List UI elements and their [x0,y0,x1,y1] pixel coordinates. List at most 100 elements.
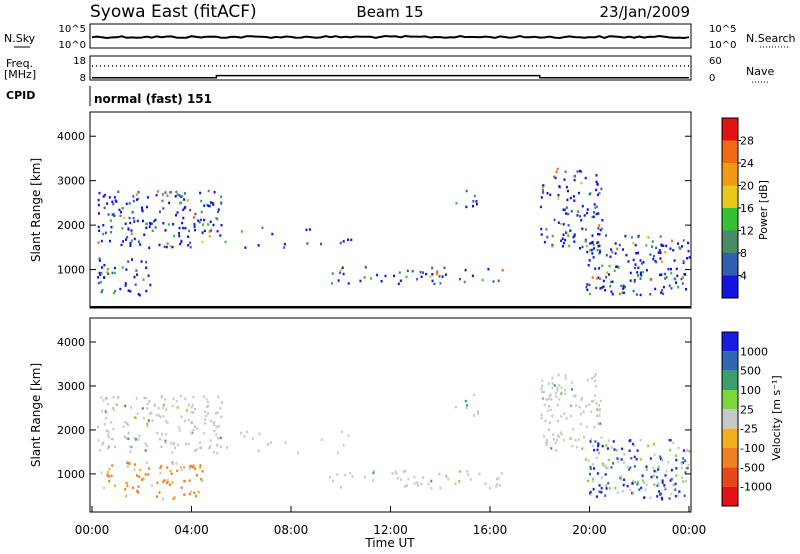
velocity-point [166,481,169,484]
power-point [399,279,402,282]
power-point [642,261,645,264]
velocity-point [669,479,672,482]
velocity-point [626,465,629,469]
power-point [193,216,195,219]
velocity-point [613,448,616,451]
velocity-point [598,490,601,493]
velocity-point [180,415,183,418]
power-point [542,191,545,194]
velocity-point [166,466,169,469]
velocity-point [136,474,138,477]
velocity-point [672,441,675,445]
freq-tick-bottom: 8 [80,73,86,84]
velocity-point [675,467,678,470]
power-point [257,244,260,247]
power-colorbar-segment [722,208,738,231]
power-point [567,224,570,227]
power-point [217,208,220,211]
power-point [261,226,264,230]
velocity-colorbar-segment [722,486,738,506]
power-point [184,226,187,230]
velocity-point [670,468,673,472]
velocity-point [144,442,147,445]
power-point [605,254,608,257]
velocity-point [133,468,136,472]
power-point [210,201,212,204]
power-point [605,234,607,237]
power-point [497,279,500,282]
power-point [436,272,439,275]
freq-panel: Freq. [MHz] 18 8 60 0 Nave [4,55,774,84]
velocity-point [684,459,687,462]
velocity-point [129,406,132,409]
velocity-point [540,390,543,394]
power-colorbar-segment [722,140,738,163]
power-point [632,258,635,262]
velocity-point [159,415,162,419]
velocity-point [641,479,644,482]
power-point [565,185,568,189]
velocity-point [157,407,160,410]
velocity-point [604,494,607,497]
velocity-point [639,438,642,442]
velocity-point [430,479,433,483]
velocity-point [616,491,619,494]
velocity-ytick-label: 2000 [57,424,85,437]
power-point [549,193,552,196]
velocity-point [582,410,585,413]
velocity-point [267,443,270,446]
velocity-point [466,404,468,407]
power-point [436,270,439,273]
power-point [632,289,635,293]
power-point [97,281,100,285]
power-point [609,285,612,288]
power-point [577,210,580,213]
power-ytick-label: 4000 [57,130,85,143]
velocity-point [557,419,559,423]
power-point [586,250,589,254]
velocity-point [669,448,672,452]
power-point [653,254,655,258]
velocity-point [634,480,637,484]
power-colorbar-label: Power [dB] [757,180,770,240]
velocity-point [680,466,683,470]
power-point [148,246,151,250]
velocity-point [98,449,101,452]
velocity-y-ticks: 1000 2000 3000 4000 [57,336,691,481]
power-point [175,190,178,194]
power-point [639,277,642,280]
power-point [405,275,408,279]
velocity-colorbar-tick-label: -1000 [740,481,772,494]
velocity-point [416,481,419,484]
power-point [183,198,186,201]
velocity-point [663,484,666,487]
nsky-trace [91,34,690,40]
velocity-point [637,480,640,484]
velocity-point [396,477,399,480]
power-point [137,190,140,194]
velocity-point [605,487,608,490]
power-point [224,240,227,244]
power-point [542,189,544,192]
velocity-point [110,474,113,478]
power-point [580,170,583,173]
velocity-point [172,441,175,445]
velocity-point [146,425,149,428]
power-point [598,191,601,195]
velocity-point [188,403,190,407]
velocity-point [649,457,652,460]
velocity-point [158,491,161,494]
power-point [187,244,190,247]
velocity-point [589,465,592,469]
velocity-point [197,491,200,494]
velocity-point [174,446,177,450]
velocity-point [402,470,405,473]
time-x-ticks: 00:00 04:00 08:00 12:00 16:00 20:00 00:00 [75,506,706,537]
velocity-point [612,462,615,465]
power-point [120,243,123,247]
velocity-colorbar-tick-label: 500 [740,365,761,378]
velocity-point [158,414,161,417]
power-point [162,222,165,225]
power-point [147,274,150,277]
power-point [107,272,110,276]
